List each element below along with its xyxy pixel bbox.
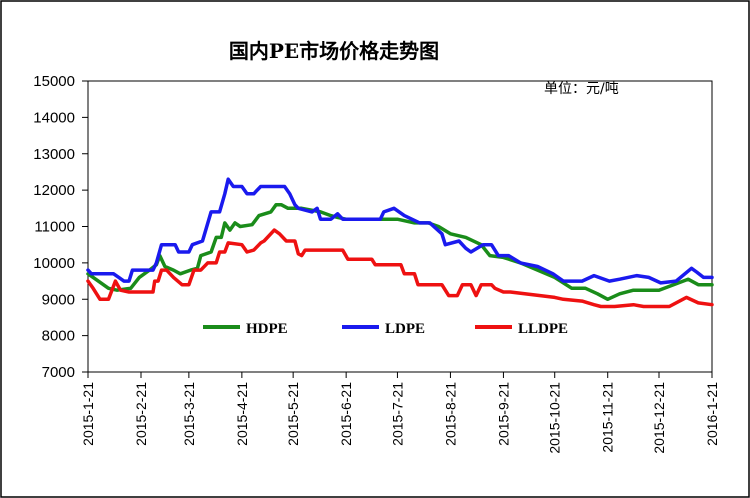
x-tick-label: 2015-8-21 (442, 382, 458, 446)
y-tick-label: 11000 (34, 219, 75, 236)
y-tick-label: 13000 (33, 146, 75, 163)
x-tick-label: 2015-5-21 (285, 382, 301, 446)
y-tick-label: 9000 (42, 291, 75, 308)
plot-area: 7000 8000 9000 10000 11000 12000 13000 14000 150… (33, 73, 720, 454)
y-tick-label: 15000 (33, 73, 75, 90)
legend-label-ldpe: LDPE (385, 321, 425, 337)
x-tick-label: 2015-7-21 (389, 382, 405, 446)
x-tick-label: 2015-9-21 (495, 382, 511, 446)
y-tick-label: 12000 (33, 182, 75, 199)
y-tick-label: 8000 (42, 328, 75, 345)
x-tick-label: 2015-1-21 (80, 382, 96, 446)
chart-title: 国内PE市场价格走势图 (229, 39, 439, 63)
legend-label-hdpe: HDPE (246, 321, 288, 337)
x-tick-label: 2015-11-21 (600, 382, 616, 453)
x-tick-label: 2015-12-21 (651, 382, 667, 454)
x-tick-label: 2015-6-21 (338, 382, 354, 446)
x-tick-label: 2015-10-21 (547, 382, 563, 454)
legend-label-lldpe: LLDPE (518, 321, 568, 337)
y-tick-label: 7000 (42, 364, 75, 381)
x-tick-label: 2015-3-21 (181, 382, 197, 446)
y-tick-label: 10000 (33, 255, 75, 272)
series-line-ldpe (86, 177, 714, 285)
x-tick-label: 2015-4-21 (234, 382, 250, 446)
y-tick-label: 14000 (33, 109, 75, 126)
unit-note: 单位：元/吨 (544, 81, 619, 97)
series-line-lldpe (86, 228, 714, 309)
x-tick-label: 2016-1-21 (704, 382, 720, 446)
x-tick-label: 2015-2-21 (133, 382, 149, 446)
legend: HDPE LDPE LLDPE (203, 321, 568, 337)
series-line-hdpe (86, 202, 714, 302)
